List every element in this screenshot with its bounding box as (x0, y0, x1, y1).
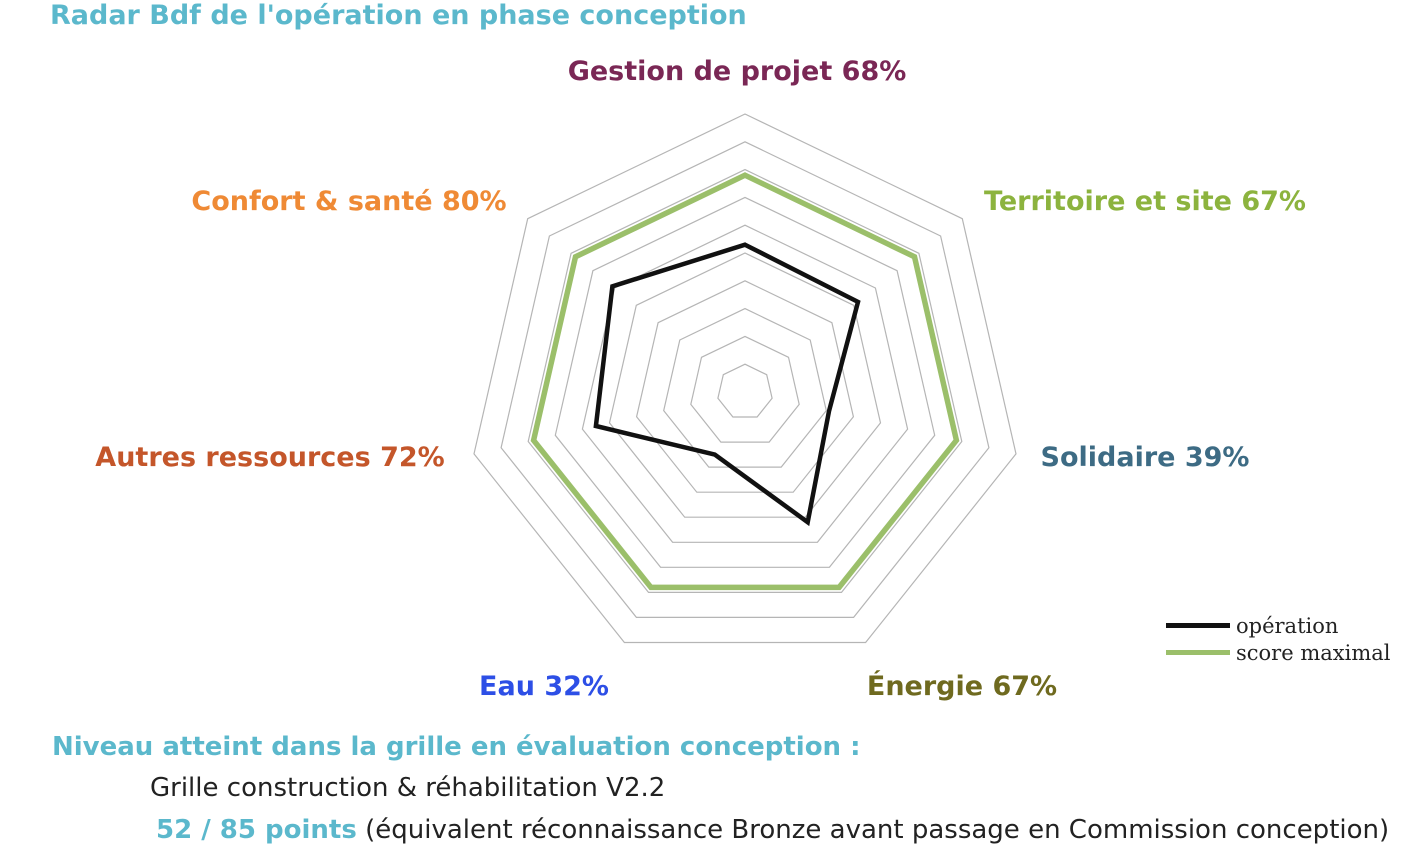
legend-swatch-score-maximal (1166, 650, 1230, 655)
grid-ring-60 (581, 224, 909, 543)
legend-item-operation: opération (1166, 612, 1390, 639)
grid-ring-40 (635, 280, 855, 493)
legend-label-operation: opération (1236, 613, 1339, 638)
points-note: (équivalent réconnaissance Bronze avant … (356, 815, 1390, 845)
grid-ring-90 (500, 141, 990, 619)
axis-labels: Gestion de projet 68% Territoire et site … (95, 56, 1306, 702)
grid-ring-20 (690, 335, 800, 443)
points-score: 52 / 85 points (156, 815, 357, 845)
legend: opération score maximal (1166, 612, 1390, 666)
footer-grid-name: Grille construction & réhabilitation V2.… (150, 773, 666, 803)
grid-ring-30 (663, 307, 827, 468)
chart-title: Radar Bdf de l'opération en phase concep… (50, 0, 747, 31)
axis-label-2: Solidaire 39% (1041, 442, 1250, 473)
grid-ring-70 (554, 196, 936, 568)
series-opration (593, 242, 861, 527)
grid-ring-50 (608, 252, 882, 518)
legend-item-score-maximal: score maximal (1166, 639, 1390, 666)
legend-label-score-maximal: score maximal (1236, 640, 1391, 665)
legend-swatch-operation (1166, 623, 1230, 628)
axis-label-3: Énergie 67% (867, 670, 1057, 702)
grid-ring-100 (473, 113, 1017, 644)
axis-label-4: Eau 32% (479, 671, 609, 702)
axis-label-0: Gestion de projet 68% (568, 56, 907, 87)
series-score-maximal (530, 172, 960, 591)
radar-series (530, 172, 960, 591)
axis-label-1: Territoire et site 67% (984, 186, 1306, 217)
radar-grid (473, 113, 1017, 644)
grid-ring-80 (527, 168, 963, 594)
axis-label-6: Confort & santé 80% (191, 186, 506, 217)
footer-points-line: 52 / 85 points (équivalent réconnaissanc… (156, 815, 1389, 845)
footer-heading: Niveau atteint dans la grille en évaluat… (52, 732, 861, 762)
grid-ring-10 (717, 363, 773, 418)
axis-label-5: Autres ressources 72% (95, 442, 444, 473)
